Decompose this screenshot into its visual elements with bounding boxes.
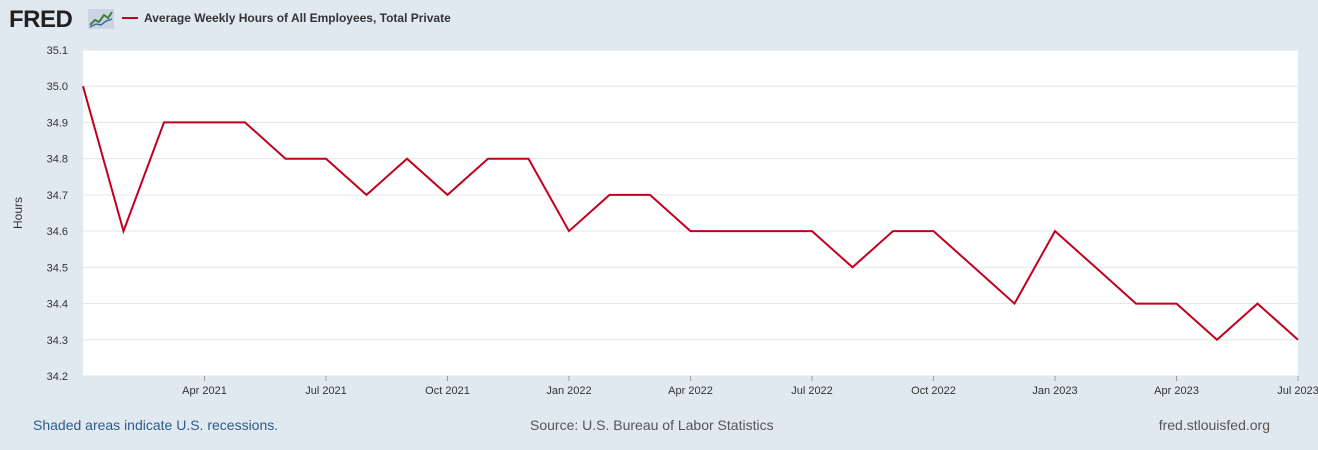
- y-tick-label: 34.4: [47, 299, 68, 311]
- x-tick-label: Oct 2021: [425, 385, 470, 397]
- fred-chart-icon: [88, 9, 114, 29]
- x-axis-ticks: Apr 2021 Jul 2021 Oct 2021 Jan 2022 Apr 2022…: [182, 376, 1318, 397]
- x-tick-label: Jan 2022: [546, 385, 591, 397]
- y-tick-label: 34.8: [47, 154, 68, 166]
- plot-area: [83, 50, 1298, 376]
- y-tick-label: 34.7: [47, 190, 68, 202]
- source-note: Source: U.S. Bureau of Labor Statistics: [530, 417, 774, 433]
- y-tick-label: 34.6: [47, 226, 68, 238]
- x-tick-label: Jul 2022: [791, 385, 833, 397]
- y-tick-label: 34.9: [47, 117, 68, 129]
- x-tick-label: Jul 2023: [1277, 385, 1318, 397]
- y-axis-title: Hours: [11, 197, 25, 229]
- site-link[interactable]: fred.stlouisfed.org: [1158, 417, 1270, 433]
- x-tick-label: Jan 2023: [1032, 385, 1077, 397]
- legend-label: Average Weekly Hours of All Employees, T…: [144, 11, 451, 25]
- x-tick-label: Jul 2021: [305, 385, 347, 397]
- recession-note: Shaded areas indicate U.S. recessions.: [33, 417, 279, 433]
- y-tick-label: 35.0: [47, 81, 68, 93]
- legend-swatch: [122, 17, 138, 19]
- y-tick-label: 35.1: [47, 45, 68, 57]
- y-tick-label: 34.2: [47, 371, 68, 383]
- series-line: [82, 85, 1299, 342]
- x-tick-label: Oct 2022: [911, 385, 956, 397]
- fred-logo[interactable]: FRED: [9, 6, 73, 33]
- y-tick-label: 34.3: [47, 335, 68, 347]
- x-tick-label: Apr 2023: [1154, 385, 1199, 397]
- x-tick-label: Apr 2021: [182, 385, 227, 397]
- chart-header: FRED Average Weekly Hours of All Employe…: [0, 0, 1318, 40]
- y-axis-ticks: 34.2 34.3 34.4 34.5 34.6 34.7 34.8 34.9 35.0 35.1: [47, 45, 68, 383]
- x-tick-label: Apr 2022: [668, 385, 713, 397]
- y-tick-label: 34.5: [47, 262, 68, 274]
- series-lines: [82, 85, 1299, 342]
